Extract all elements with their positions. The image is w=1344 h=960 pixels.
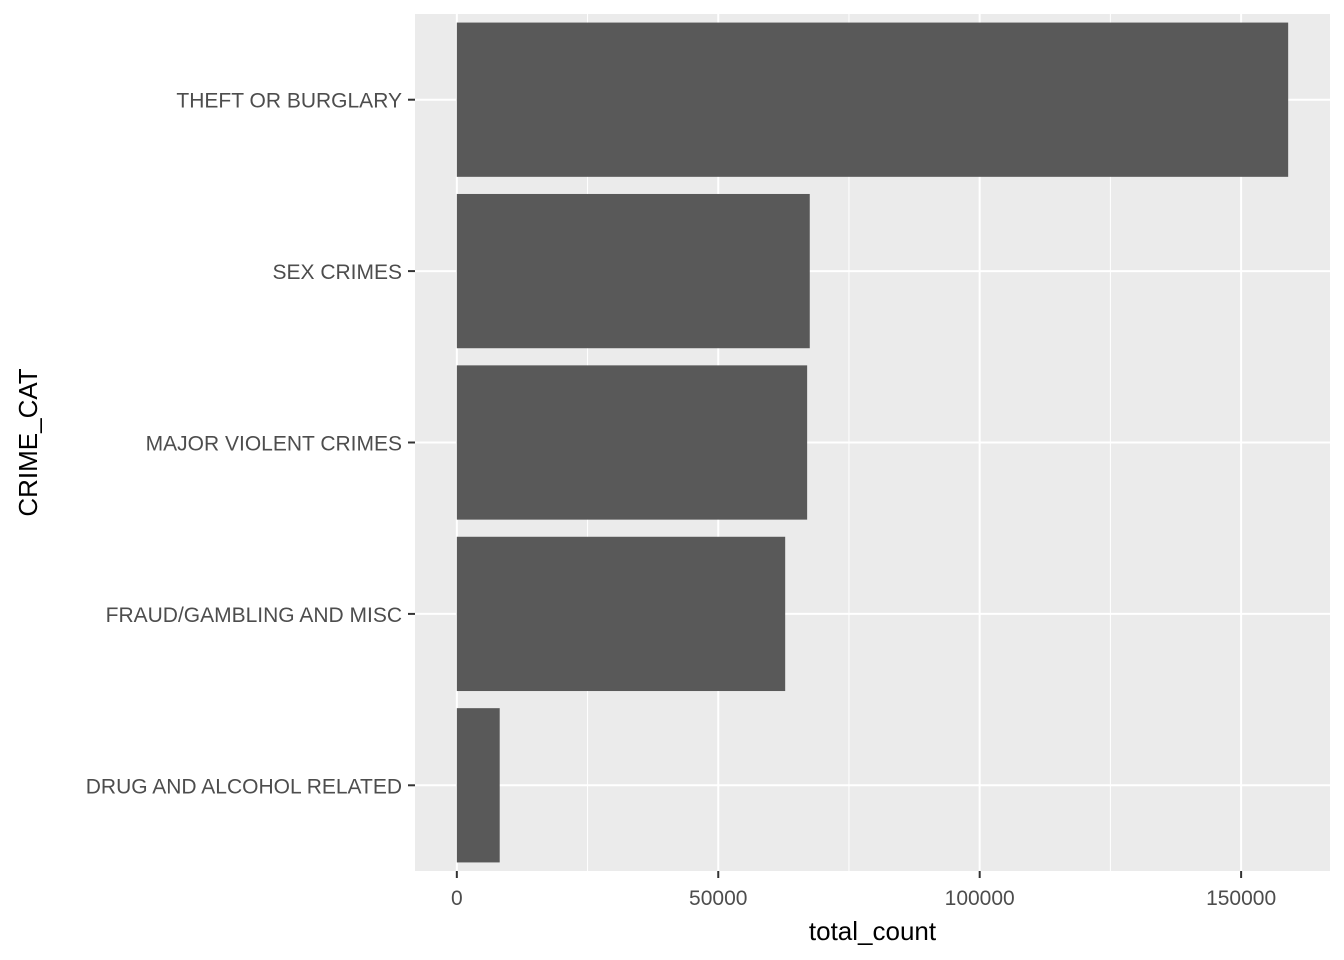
x-tick-label: 50000	[689, 887, 747, 910]
bars	[456, 22, 1289, 863]
x-axis-title: total_count	[809, 916, 937, 946]
x-tick-label: 150000	[1206, 887, 1276, 910]
y-axis: THEFT OR BURGLARY SEX CRIMES MAJOR VIOLENT…	[86, 90, 415, 798]
y-tick-label: SEX CRIMES	[272, 261, 402, 284]
bar	[456, 22, 1289, 177]
y-tick-label: MAJOR VIOLENT CRIMES	[146, 433, 402, 456]
x-axis: 0 50000 100000 150000	[451, 871, 1276, 910]
bar	[456, 365, 808, 520]
bar	[456, 193, 810, 349]
bar	[456, 536, 786, 692]
y-tick-label: FRAUD/GAMBLING AND MISC	[106, 604, 402, 627]
y-axis-title: CRIME_CAT	[13, 368, 43, 516]
x-tick-label: 100000	[945, 887, 1015, 910]
y-tick-label: THEFT OR BURGLARY	[176, 90, 402, 113]
bar	[456, 708, 500, 863]
x-tick-label: 0	[451, 887, 463, 910]
y-tick-label: DRUG AND ALCOHOL RELATED	[86, 775, 402, 798]
